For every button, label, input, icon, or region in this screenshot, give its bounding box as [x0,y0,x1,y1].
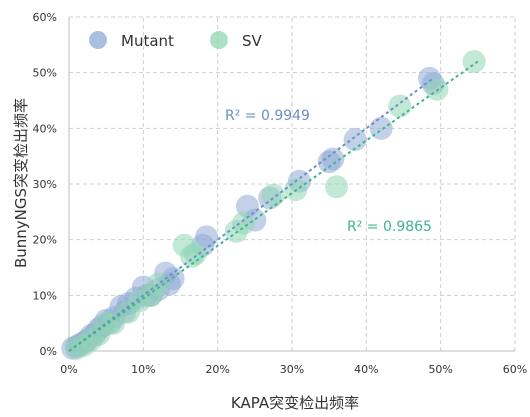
x-tick-label: 60% [503,363,527,376]
x-tick-label: 0% [60,363,77,376]
trend-line-mutant [68,77,434,352]
x-axis-title: KAPA突变检出频率 [231,394,359,412]
x-tick-labels: 0% 10% 20% 30% 40% 50% 60% [60,363,527,376]
y-tick-label: 40% [33,122,57,135]
point-mutant [195,225,219,249]
point-sv [325,175,349,199]
point-mutant [321,147,345,171]
y-tick-label: 10% [33,289,57,302]
r2-label-sv: R² = 0.9865 [347,219,432,235]
legend-marker-sv [210,31,228,49]
data-points [61,50,486,360]
legend-label-sv: SV [242,32,263,50]
y-tick-label: 30% [33,178,57,191]
point-sv [183,242,207,266]
x-tick-label: 10% [131,363,155,376]
y-tick-label: 60% [33,11,57,24]
point-sv [388,94,412,118]
legend-marker-mutant [89,31,107,49]
y-tick-label: 20% [33,234,57,247]
trend-lines [68,60,479,352]
point-sv [462,50,486,74]
point-mutant [369,116,393,140]
axes [68,17,515,352]
point-sv [261,183,285,207]
r2-label-mutant: R² = 0.9949 [225,108,310,124]
y-tick-label: 0% [40,345,57,358]
x-tick-label: 40% [354,363,378,376]
y-tick-label: 50% [33,67,57,80]
point-mutant [343,127,367,151]
legend-label-mutant: Mutant [121,32,174,50]
y-tick-labels: 0% 10% 20% 30% 40% 50% 60% [33,11,57,358]
x-tick-label: 50% [428,363,452,376]
point-sv [232,211,256,235]
x-tick-label: 30% [280,363,304,376]
grid-lines [69,16,516,351]
point-sv [146,272,170,296]
y-axis-title: BunnyNGS突变检出频率 [12,98,30,268]
legend: Mutant SV [89,31,263,50]
x-tick-label: 20% [205,363,229,376]
